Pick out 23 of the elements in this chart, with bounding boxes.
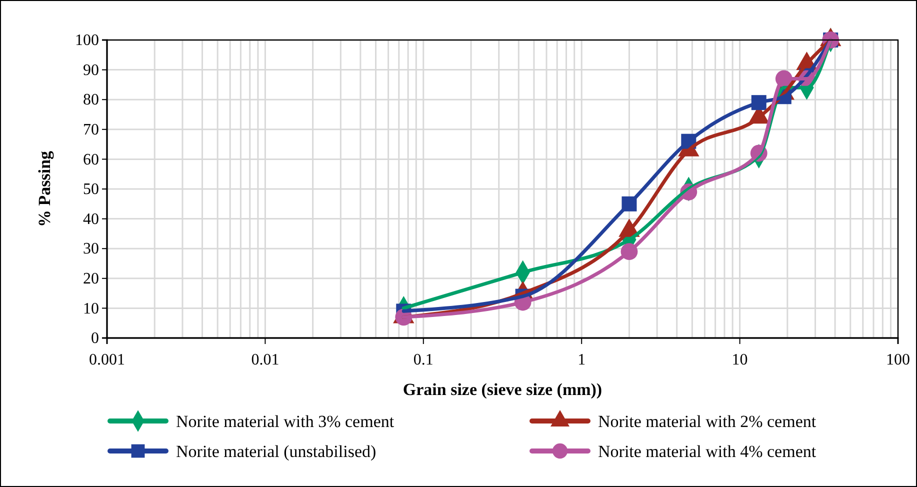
- x-tick-label: 10: [732, 352, 748, 369]
- x-tick-label: 1: [578, 352, 586, 369]
- y-tick-label: 20: [83, 270, 99, 288]
- y-tick-label: 80: [83, 92, 99, 109]
- y-tick-label: 10: [83, 300, 99, 318]
- y-axis-title: % Passing: [35, 150, 54, 228]
- legend-label: Norite material with 3% cement: [176, 412, 394, 431]
- y-tick-label: 50: [83, 181, 99, 198]
- x-tick-label: 0.001: [89, 352, 125, 369]
- x-axis-title: Grain size (sieve size (mm)): [402, 380, 602, 399]
- x-tick-label: 0.1: [413, 352, 434, 369]
- legend-label: Norite material with 2% cement: [598, 412, 816, 431]
- y-tick-label: 30: [83, 240, 99, 258]
- y-tick-label: 90: [83, 62, 99, 79]
- y-tick-label: 100: [75, 32, 99, 50]
- legend-label: Norite material (unstabilised): [176, 442, 376, 461]
- legend-label: Norite material with 4% cement: [598, 442, 816, 461]
- y-tick-label: 70: [83, 122, 99, 139]
- y-tick-label: 60: [83, 151, 99, 168]
- x-tick-label: 0.01: [251, 352, 280, 369]
- x-tick-label: 100: [886, 352, 910, 369]
- y-tick-label: 40: [83, 210, 99, 228]
- y-tick-label: 0: [91, 330, 99, 348]
